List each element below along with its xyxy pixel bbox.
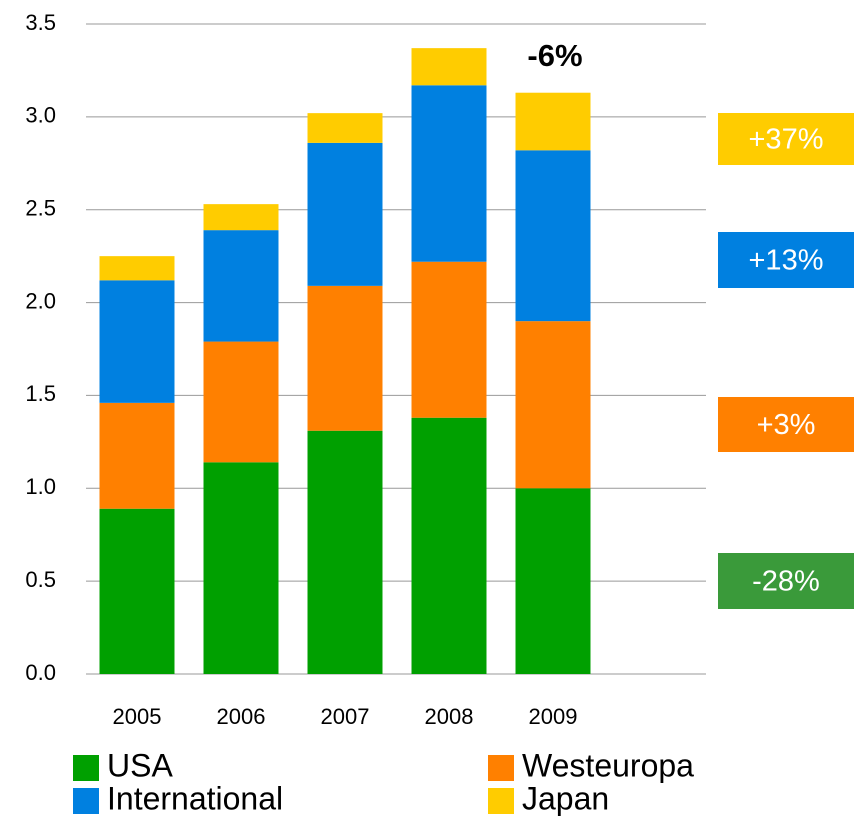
- x-tick-label: 2008: [425, 704, 474, 729]
- y-tick-label: 3.5: [25, 10, 56, 35]
- bar-segment: [515, 488, 591, 674]
- bar-segment: [203, 462, 279, 674]
- bar-segment: [203, 204, 279, 231]
- change-box: [718, 113, 854, 165]
- bar-segment: [411, 261, 487, 418]
- bar-segment: [307, 113, 383, 143]
- bar-segment: [203, 341, 279, 463]
- y-tick-label: 0.5: [25, 567, 56, 592]
- y-tick-label: 2.0: [25, 288, 56, 313]
- legend-label: USA: [107, 747, 173, 783]
- y-tick-label: 1.0: [25, 474, 56, 499]
- bar-segment: [411, 48, 487, 86]
- change-label: +13%: [749, 245, 824, 277]
- y-tick-label: 1.5: [25, 381, 56, 406]
- bar-segment: [307, 142, 383, 286]
- bar-segment: [411, 417, 487, 674]
- x-tick-label: 2005: [113, 704, 162, 729]
- bar-segment: [515, 150, 591, 322]
- bar-segment: [307, 285, 383, 431]
- change-label: +37%: [749, 124, 824, 156]
- legend-swatch: [73, 788, 99, 814]
- bar-segment: [99, 256, 175, 281]
- bar-segment: [203, 230, 279, 342]
- change-box: [718, 553, 854, 609]
- change-box: [718, 232, 854, 288]
- x-tick-label: 2006: [217, 704, 266, 729]
- change-label: +3%: [757, 409, 816, 441]
- y-tick-label: 3.0: [25, 103, 56, 128]
- legend-label: Japan: [522, 780, 609, 816]
- legend-swatch: [73, 755, 99, 781]
- legend-label: Westeuropa: [522, 747, 694, 783]
- bar-segment: [99, 508, 175, 674]
- bar-segment: [515, 92, 591, 151]
- bar-segment: [307, 430, 383, 674]
- change-label: -28%: [752, 566, 820, 598]
- y-tick-label: 2.5: [25, 196, 56, 221]
- x-tick-label: 2009: [529, 704, 578, 729]
- change-box: [718, 397, 854, 452]
- bar-segment: [411, 85, 487, 262]
- bar-segment: [515, 321, 591, 489]
- legend-swatch: [488, 788, 514, 814]
- legend-swatch: [488, 755, 514, 781]
- bar-segment: [99, 280, 175, 403]
- y-tick-label: 0.0: [25, 660, 56, 685]
- x-tick-label: 2007: [321, 704, 370, 729]
- legend-label: International: [107, 780, 283, 816]
- bar-segment: [99, 402, 175, 509]
- total-change: -6%: [527, 38, 582, 73]
